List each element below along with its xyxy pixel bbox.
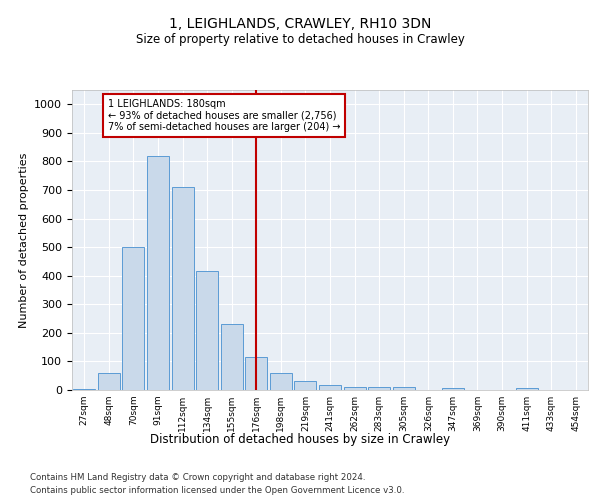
Bar [319,385,341,390]
Bar [515,388,538,390]
Text: 1 LEIGHLANDS: 180sqm
← 93% of detached houses are smaller (2,756)
7% of semi-det: 1 LEIGHLANDS: 180sqm ← 93% of detached h… [108,99,341,132]
Y-axis label: Number of detached properties: Number of detached properties [19,152,29,328]
Bar [73,388,95,390]
Bar [344,386,365,390]
Bar [172,187,194,390]
Bar [270,373,292,390]
Text: Contains public sector information licensed under the Open Government Licence v3: Contains public sector information licen… [30,486,404,495]
Bar [442,388,464,390]
Bar [368,386,390,390]
Bar [196,272,218,390]
Bar [98,373,120,390]
Text: 1, LEIGHLANDS, CRAWLEY, RH10 3DN: 1, LEIGHLANDS, CRAWLEY, RH10 3DN [169,18,431,32]
Bar [295,381,316,390]
Bar [221,324,243,390]
Text: Contains HM Land Registry data © Crown copyright and database right 2024.: Contains HM Land Registry data © Crown c… [30,472,365,482]
Bar [147,156,169,390]
Text: Size of property relative to detached houses in Crawley: Size of property relative to detached ho… [136,32,464,46]
Text: Distribution of detached houses by size in Crawley: Distribution of detached houses by size … [150,432,450,446]
Bar [392,386,415,390]
Bar [245,357,268,390]
Bar [122,247,145,390]
